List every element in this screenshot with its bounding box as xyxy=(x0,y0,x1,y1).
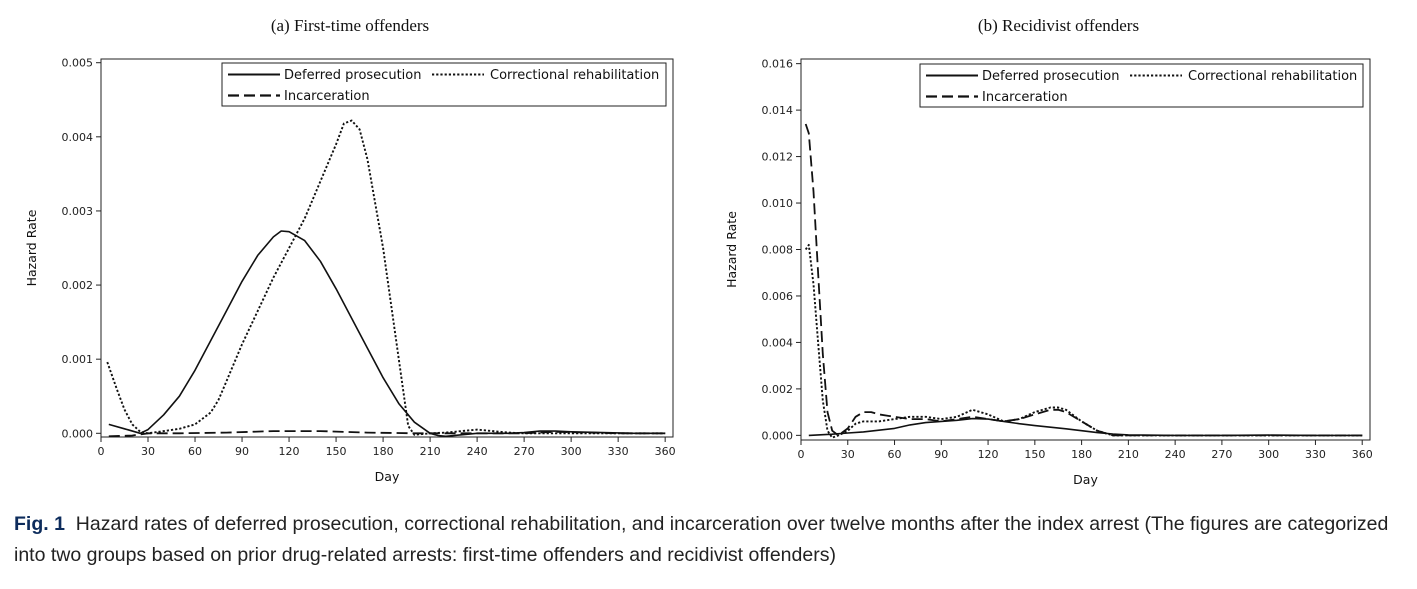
x-tick-label: 150 xyxy=(326,445,347,458)
x-tick-label: 240 xyxy=(467,445,488,458)
x-tick-label: 60 xyxy=(888,448,902,461)
series-line-incarceration xyxy=(108,430,666,437)
x-tick-label: 270 xyxy=(514,445,535,458)
x-tick-label: 90 xyxy=(934,448,948,461)
x-tick-label: 0 xyxy=(798,448,805,461)
y-axis-label: Hazard Rate xyxy=(724,211,739,288)
legend-label: Deferred prosecution xyxy=(284,68,421,83)
legend-label: Incarceration xyxy=(982,90,1068,105)
y-tick-label: 0.002 xyxy=(62,279,94,292)
x-axis-label: Day xyxy=(1073,472,1098,487)
x-tick-label: 360 xyxy=(1352,448,1373,461)
legend-box xyxy=(221,62,667,107)
x-axis-label: Day xyxy=(375,469,400,484)
y-tick-label: 0.006 xyxy=(762,290,794,303)
x-tick-label: 30 xyxy=(141,445,155,458)
y-tick-label: 0.004 xyxy=(62,131,94,144)
legend-label: Correctional rehabilitation xyxy=(1188,69,1357,84)
x-tick-label: 180 xyxy=(373,445,394,458)
x-tick-label: 300 xyxy=(1258,448,1279,461)
legend-label: Incarceration xyxy=(284,89,370,104)
x-tick-label: 330 xyxy=(1305,448,1326,461)
figure-caption-text: Hazard rates of deferred prosecution, co… xyxy=(14,513,1389,566)
legend-label: Correctional rehabilitation xyxy=(490,68,659,83)
chart-panel-first-time: (a) First-time offenders 0 30 60 90 120 150 18… xyxy=(0,0,700,500)
y-axis-label: Hazard Rate xyxy=(24,209,39,286)
y-tick-label: 0.001 xyxy=(62,353,94,366)
x-tick-label: 240 xyxy=(1165,448,1186,461)
figure-caption: Fig. 1 Hazard rates of deferred prosecut… xyxy=(14,509,1404,571)
x-tick-label: 30 xyxy=(841,448,855,461)
y-tick-label: 0.003 xyxy=(62,205,94,218)
y-tick-label: 0.000 xyxy=(762,429,794,442)
figure-label: Fig. 1 xyxy=(14,513,65,535)
series-group xyxy=(106,119,666,437)
legend-label: Deferred prosecution xyxy=(982,69,1119,84)
x-tick-label: 210 xyxy=(1118,448,1139,461)
series-line-deferred-prosecution xyxy=(808,417,1363,437)
x-tick-label: 330 xyxy=(608,445,629,458)
y-tick-label: 0.016 xyxy=(762,58,794,71)
chart-title: (b) Recidivist offenders xyxy=(977,16,1140,35)
chart-svg-first-time: 0 30 60 90 120 150 180 210 240 270 300 330 360 0.000 0… xyxy=(24,57,676,484)
x-tick-label: 360 xyxy=(655,445,676,458)
series-line-correctional-rehabilitation xyxy=(106,119,666,436)
y-tick-label: 0.005 xyxy=(62,57,94,70)
x-tick-label: 180 xyxy=(1071,448,1092,461)
x-tick-label: 300 xyxy=(561,445,582,458)
series-line-correctional-rehabilitation xyxy=(804,243,1363,439)
chart-title: (a) First-time offenders xyxy=(270,16,430,35)
y-tick-label: 0.008 xyxy=(762,244,794,257)
x-tick-label: 210 xyxy=(420,445,441,458)
x-tick-label: 150 xyxy=(1024,448,1045,461)
y-tick-label: 0.014 xyxy=(762,104,794,117)
x-tick-label: 60 xyxy=(188,445,202,458)
x-tick-label: 90 xyxy=(235,445,249,458)
plot-frame xyxy=(100,58,674,438)
chart-panel-recidivist: (b) Recidivist offenders 0 30 60 90 120 150 18… xyxy=(700,0,1417,500)
x-tick-label: 120 xyxy=(978,448,999,461)
x-tick-label: 0 xyxy=(98,445,105,458)
y-tick-label: 0.012 xyxy=(762,151,794,164)
x-tick-label: 270 xyxy=(1211,448,1232,461)
series-line-incarceration xyxy=(804,123,1363,437)
legend-box xyxy=(919,63,1364,108)
chart-svg-recidivist: 0 30 60 90 120 150 180 210 240 270 300 330 360 0.000 0… xyxy=(724,58,1373,487)
series-line-deferred-prosecution xyxy=(108,230,666,437)
y-tick-label: 0.010 xyxy=(762,197,794,210)
y-tick-label: 0.002 xyxy=(762,383,794,396)
series-group xyxy=(804,123,1363,439)
plot-frame xyxy=(800,58,1371,441)
y-tick-label: 0.000 xyxy=(62,427,94,440)
x-tick-label: 120 xyxy=(279,445,300,458)
y-tick-label: 0.004 xyxy=(762,336,794,349)
